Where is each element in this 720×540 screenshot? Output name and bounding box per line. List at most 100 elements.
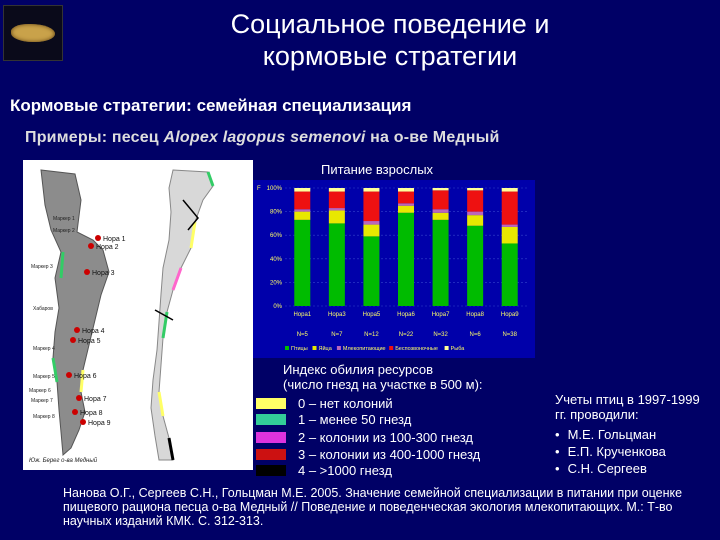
place-label: Маркер 6 <box>29 388 51 394</box>
place-label: Маркер 1 <box>53 216 75 222</box>
y-tick-label: 100% <box>267 186 283 192</box>
bar-segment <box>467 225 484 306</box>
den-marker <box>76 395 82 401</box>
legend-color-swatch <box>256 431 286 443</box>
person-name: Е.П. Крученкова <box>555 443 705 460</box>
resource-legend-item: 4 – >1000 гнезд <box>256 462 392 478</box>
place-label: Маркер 3 <box>31 264 53 270</box>
coast-green-left-bottom <box>51 357 59 383</box>
legend-item-label: 3 – колонии из 400-1000 гнезд <box>298 446 481 462</box>
bar-segment <box>294 188 311 192</box>
bird-count-intro: Учеты птиц в 1997-1999 гг. проводили: <box>555 392 700 422</box>
y-tick-label: 60% <box>270 233 283 239</box>
den-label: Нора 6 <box>74 373 97 380</box>
legend-swatch <box>285 346 289 350</box>
sample-size-label: N=32 <box>433 332 448 338</box>
sample-size-label: N=38 <box>502 332 517 338</box>
bar-segment <box>294 219 311 306</box>
sample-size-label: N=5 <box>297 332 309 338</box>
bar-segment <box>432 209 449 213</box>
legend-label: Птицы <box>291 346 308 352</box>
y-tick-label: 0% <box>273 304 282 310</box>
den-marker <box>80 419 86 425</box>
sample-size-label: N=22 <box>399 332 414 338</box>
sample-size-label: N=12 <box>364 332 379 338</box>
bar-segment <box>501 224 518 227</box>
den-label: Нора 3 <box>92 270 115 277</box>
resource-legend-item: 0 – нет колоний <box>256 396 393 411</box>
legend-color-swatch <box>256 464 286 476</box>
bar-segment <box>363 188 380 192</box>
bar-segment <box>363 221 380 225</box>
bar-segment <box>294 209 311 212</box>
map-river <box>154 309 174 321</box>
category-label: Нора3 <box>328 312 346 318</box>
den-label: Нора 9 <box>88 420 111 427</box>
legend-swatch <box>444 346 449 350</box>
sample-size-label: N=7 <box>331 332 343 338</box>
example-suffix: на о-ве Медный <box>365 129 500 146</box>
chart-svg: 0% 20% 40% 60% 80% 100% Нора1 Нора3 Нора5 Нора6 Н… <box>253 180 535 358</box>
category-label: Нора6 <box>397 312 415 318</box>
bar-segment <box>398 205 414 213</box>
bird-count-note: Учеты птиц в 1997-1999 гг. проводили: М.… <box>555 392 705 477</box>
legend-label: Беспозвоночные <box>395 346 438 352</box>
bar-segment <box>363 191 380 222</box>
map-river <box>182 199 199 231</box>
bar-segment <box>467 215 484 226</box>
place-label: Маркер 7 <box>31 398 53 404</box>
resource-legend-item: 2 – колонии из 100-300 гнезд <box>256 430 473 445</box>
logo <box>3 5 63 61</box>
person-name: М.Е. Гольцман <box>555 426 705 443</box>
resource-legend-item: 3 – колонии из 400-1000 гнезд <box>256 446 481 462</box>
den-label: Нора 7 <box>84 396 107 403</box>
title-line-2: кормовые стратегии <box>262 41 518 71</box>
den-marker <box>88 243 94 249</box>
coast-green-left <box>59 251 65 279</box>
bar-segment <box>398 212 414 306</box>
chart-y-label: F <box>257 186 261 192</box>
legend-item-label: 4 – >1000 гнезд <box>298 462 392 478</box>
section-subtitle: Кормовые стратегии: семейная специализац… <box>10 96 412 115</box>
coast-pink-right <box>171 267 183 291</box>
category-label: Нора8 <box>466 312 484 318</box>
diet-chart: 0% 20% 40% 60% 80% 100% Нора1 Нора3 Нора5 Нора6 Н… <box>253 180 535 358</box>
legend-color-swatch <box>256 448 286 460</box>
bar-segment <box>432 188 449 191</box>
place-label: Хабаров <box>33 306 53 312</box>
bar-segment <box>467 188 484 191</box>
legend-swatch <box>389 346 394 350</box>
place-label: Маркер 2 <box>53 228 75 234</box>
den-marker <box>72 409 78 415</box>
bar-segment <box>328 208 345 211</box>
y-tick-label: 80% <box>270 210 283 216</box>
title-line-1: Социальное поведение и <box>230 9 550 39</box>
coast-yellow-left <box>79 369 85 393</box>
den-label: Нора 8 <box>80 410 103 417</box>
den-label: Нора 4 <box>82 328 105 335</box>
bar-segment <box>467 190 484 212</box>
bar-segment <box>432 190 449 210</box>
resource-legend-item: 1 – менее 50 гнезд <box>256 412 411 427</box>
bar-segment <box>467 211 484 216</box>
page-title: Социальное поведение и кормовые стратеги… <box>130 8 650 72</box>
legend-color-swatch <box>256 397 286 409</box>
place-label: Маркер 4 <box>33 346 55 352</box>
den-marker <box>70 337 76 343</box>
place-label: Маркер 5 <box>33 374 55 380</box>
bar-segment <box>501 226 518 244</box>
legend-label: Млекопитающие <box>343 346 386 352</box>
resource-legend-title: Индекс обилия ресурсов (число гнезд на у… <box>283 362 483 392</box>
y-tick-label: 40% <box>270 257 283 263</box>
bar-segment <box>501 188 518 192</box>
y-tick-label: 20% <box>270 280 283 286</box>
category-label: Нора9 <box>501 312 519 318</box>
category-label: Нора7 <box>432 312 450 318</box>
den-marker <box>74 327 80 333</box>
bar-segment <box>432 219 449 306</box>
bar-segment <box>294 191 311 210</box>
resource-legend-title-2: (число гнезд на участке в 500 м): <box>283 377 483 392</box>
bar-segment <box>328 188 345 192</box>
map-caption: Юж. Берег о-ва Медный <box>29 457 98 464</box>
bar-segment <box>398 188 414 192</box>
